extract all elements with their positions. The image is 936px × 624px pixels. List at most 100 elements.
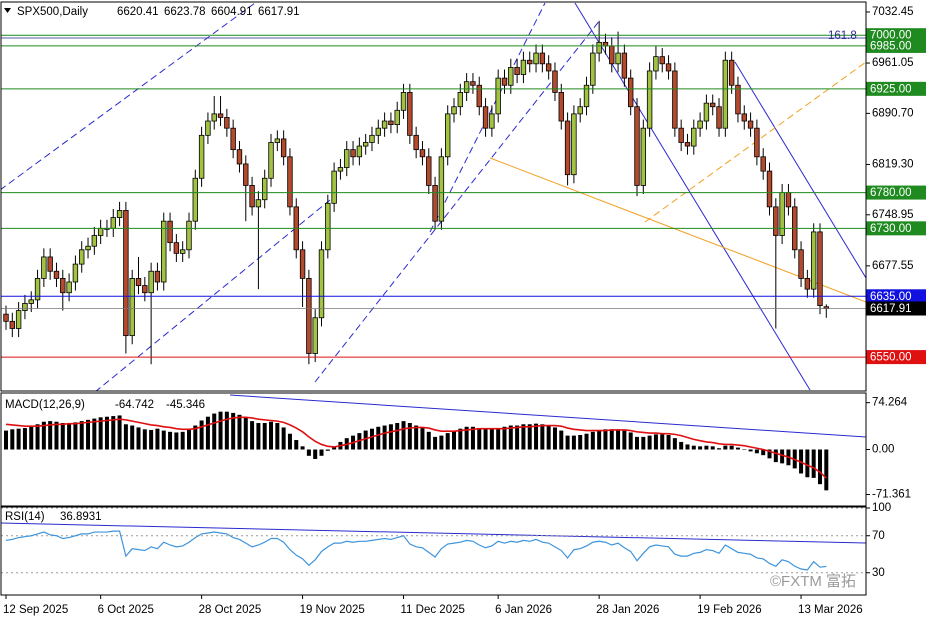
candle-body	[634, 106, 640, 186]
rsi-title: RSI(14)	[5, 511, 45, 523]
x-tick-label: 11 Dec 2025	[401, 604, 465, 616]
macd-bar	[817, 449, 822, 485]
candle-body	[482, 106, 489, 129]
candle-body	[388, 120, 394, 126]
macd-bars	[4, 411, 829, 491]
macd-bar	[445, 433, 450, 450]
macd-bar	[300, 446, 305, 450]
candle-body	[198, 134, 205, 179]
y-tick-label: 6748.95	[872, 209, 914, 221]
candle-body	[217, 113, 224, 118]
candle-body	[154, 270, 161, 283]
candle-body	[375, 127, 381, 136]
macd-bar	[458, 428, 463, 450]
candle-body	[577, 106, 583, 115]
x-tick-label: 28 Oct 2025	[199, 604, 262, 616]
macd-bar	[256, 423, 261, 450]
channel-line	[429, 2, 546, 233]
high-value: 6623.78	[164, 6, 206, 18]
trend-line	[1, 522, 866, 544]
candle-body	[779, 192, 785, 236]
candle-body	[205, 120, 211, 136]
macd-bar	[16, 428, 21, 450]
candle-body	[186, 220, 192, 251]
macd-bar	[401, 421, 406, 450]
candle-body	[817, 231, 823, 306]
candle-body	[280, 138, 287, 158]
macd-bar	[773, 449, 778, 463]
candle-body	[135, 278, 142, 286]
macd-bar	[395, 423, 400, 450]
candle-body	[501, 77, 508, 86]
macd-bar	[130, 425, 135, 450]
candle-body	[539, 52, 546, 65]
y-tick-label: -71.361	[872, 489, 911, 501]
candle-body	[262, 177, 268, 201]
y-tick-label: 100	[872, 502, 891, 514]
macd-bar	[761, 449, 766, 456]
macd-bar	[565, 435, 570, 450]
candle-body	[249, 185, 255, 208]
candle-body	[369, 134, 375, 143]
candle-body	[142, 285, 148, 294]
candle-body	[438, 156, 445, 222]
macd-bar	[205, 416, 210, 450]
price-label: 6617.91	[870, 303, 912, 315]
candle-body	[47, 256, 53, 272]
macd-bar	[199, 420, 204, 450]
macd-bar	[414, 425, 419, 450]
macd-bar	[92, 418, 97, 450]
level-label: 6985.00	[870, 40, 912, 52]
chart-title: SPX500,Daily	[17, 6, 88, 18]
candle-body	[362, 142, 369, 147]
macd-bar	[742, 449, 747, 450]
macd-bar	[287, 433, 292, 450]
candle-body	[697, 120, 703, 129]
macd-bar	[224, 411, 229, 450]
level-label: 6780.00	[870, 187, 912, 199]
macd-bar	[717, 448, 722, 450]
trend-line	[229, 394, 866, 438]
macd-bar	[325, 449, 330, 451]
candle-body	[508, 66, 514, 86]
candle-body	[9, 320, 16, 329]
candle-body	[495, 77, 501, 115]
macd-bar	[48, 421, 53, 450]
macd-bar	[237, 414, 242, 450]
level-label-box	[866, 221, 926, 236]
macd-bar	[136, 427, 141, 450]
channel-line	[1, 2, 256, 190]
candle-body	[564, 120, 571, 176]
candle-body	[710, 102, 716, 108]
candle-body	[457, 92, 464, 108]
macd-bar	[477, 428, 482, 450]
macd-bar	[483, 429, 488, 450]
macd-bar	[313, 449, 318, 459]
candle-body	[684, 142, 691, 147]
macd-bar	[294, 440, 299, 450]
low-value: 6604.91	[211, 6, 253, 18]
macd-bar	[824, 449, 829, 491]
candle-body	[640, 127, 647, 186]
candle-body	[426, 156, 432, 186]
candle-body	[558, 92, 564, 122]
candle-body	[53, 270, 60, 279]
macd-bar	[578, 434, 583, 450]
candle-body	[798, 249, 804, 279]
candle-body	[735, 84, 741, 115]
macd-bar	[262, 423, 267, 450]
macd-bar	[35, 424, 40, 450]
macd-bar	[22, 428, 27, 450]
candle-body	[91, 235, 98, 247]
candle-body	[41, 256, 47, 279]
level-label-box	[866, 81, 926, 96]
macd-bar	[552, 427, 557, 450]
macd-bar	[319, 449, 324, 456]
macd-bar	[754, 449, 759, 454]
rsi-value: 36.8931	[60, 511, 102, 523]
y-tick-label: 6961.05	[872, 57, 914, 69]
macd-bar	[41, 421, 46, 450]
candle-body	[747, 120, 754, 129]
macd-bar	[489, 429, 494, 450]
